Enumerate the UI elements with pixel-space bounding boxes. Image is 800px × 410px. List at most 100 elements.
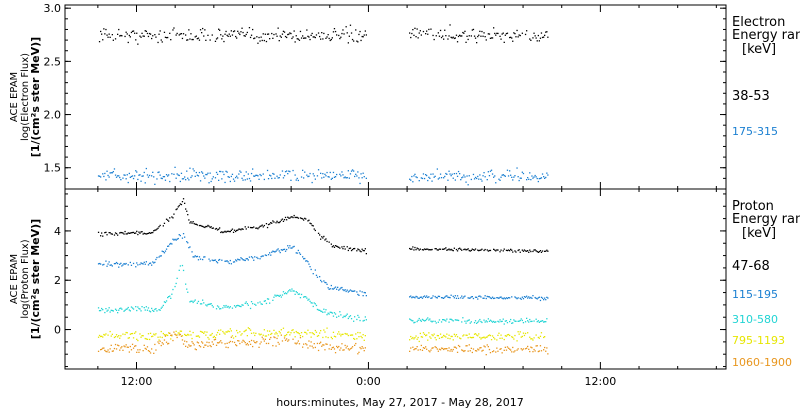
data-point [232, 337, 235, 339]
data-point [422, 332, 425, 334]
data-point [457, 35, 460, 38]
data-point [236, 345, 238, 347]
data-point [148, 310, 151, 312]
data-point [348, 247, 350, 250]
data-point [435, 346, 437, 349]
data-point [136, 351, 138, 353]
data-point [151, 348, 153, 350]
data-point [270, 175, 272, 177]
data-point [350, 170, 353, 172]
data-point [456, 319, 459, 321]
data-point [277, 248, 279, 250]
data-point [208, 258, 210, 260]
data-point [211, 304, 213, 307]
data-point [221, 231, 223, 233]
data-point [204, 331, 206, 333]
data-point [243, 259, 245, 261]
data-point [131, 343, 134, 345]
data-point [479, 295, 481, 297]
data-point [511, 351, 513, 353]
data-point [226, 171, 228, 173]
data-point [328, 176, 330, 178]
data-point [312, 273, 314, 275]
data-point [435, 35, 437, 37]
data-point [191, 337, 193, 340]
data-point [332, 171, 335, 174]
data-point [498, 178, 500, 180]
data-point [240, 334, 242, 336]
data-point [516, 340, 518, 342]
data-point [145, 167, 147, 170]
data-point [467, 319, 469, 322]
data-point [114, 174, 117, 176]
data-point [327, 176, 329, 178]
data-point [360, 335, 362, 338]
data-point [190, 33, 192, 35]
data-point [520, 177, 522, 179]
data-point [297, 332, 299, 334]
data-point [267, 298, 270, 300]
data-point [280, 219, 282, 221]
data-point [142, 263, 144, 265]
data-point [519, 177, 521, 179]
data-point [123, 345, 125, 347]
data-point [299, 253, 302, 255]
data-point [300, 176, 303, 178]
data-point [321, 32, 323, 34]
data-point [193, 170, 195, 172]
data-point [334, 30, 337, 33]
data-point [173, 331, 175, 333]
data-point [175, 334, 177, 336]
data-point [201, 331, 203, 333]
data-point [231, 34, 234, 36]
data-point [154, 261, 156, 263]
data-point [297, 249, 299, 252]
data-point [413, 296, 415, 298]
data-point [413, 338, 415, 340]
data-point [438, 295, 441, 298]
data-point [469, 336, 471, 338]
data-point [131, 175, 134, 177]
data-point [426, 30, 428, 32]
data-point [423, 347, 426, 349]
data-point [178, 332, 180, 334]
data-point [535, 250, 537, 252]
data-point [303, 258, 305, 260]
data-point [418, 297, 420, 299]
data-point [253, 259, 255, 261]
data-point [132, 337, 135, 339]
data-point [528, 321, 530, 323]
data-point [119, 35, 121, 37]
data-point [323, 235, 325, 238]
data-point [188, 179, 190, 181]
data-point [186, 39, 188, 41]
data-point [506, 334, 509, 336]
data-point [500, 38, 502, 40]
data-point [364, 347, 366, 349]
data-point [221, 259, 223, 261]
data-point [452, 320, 454, 322]
data-point [445, 348, 447, 350]
data-point [494, 321, 496, 323]
data-point [459, 34, 461, 36]
data-point [501, 320, 503, 322]
panel-frame [64, 188, 727, 370]
data-point [330, 38, 332, 41]
data-point [535, 318, 537, 320]
data-point [159, 30, 161, 32]
data-point [495, 34, 497, 36]
data-point [512, 40, 514, 42]
data-point [146, 233, 149, 235]
data-point [214, 40, 217, 42]
data-point [338, 345, 340, 348]
data-point [278, 250, 280, 252]
data-point [357, 171, 359, 173]
data-point [221, 38, 223, 40]
data-point [522, 172, 525, 175]
data-point [293, 331, 295, 334]
data-point [417, 319, 419, 321]
data-point [481, 248, 483, 250]
data-point [305, 343, 307, 345]
data-point [263, 300, 265, 302]
data-point [321, 345, 323, 347]
